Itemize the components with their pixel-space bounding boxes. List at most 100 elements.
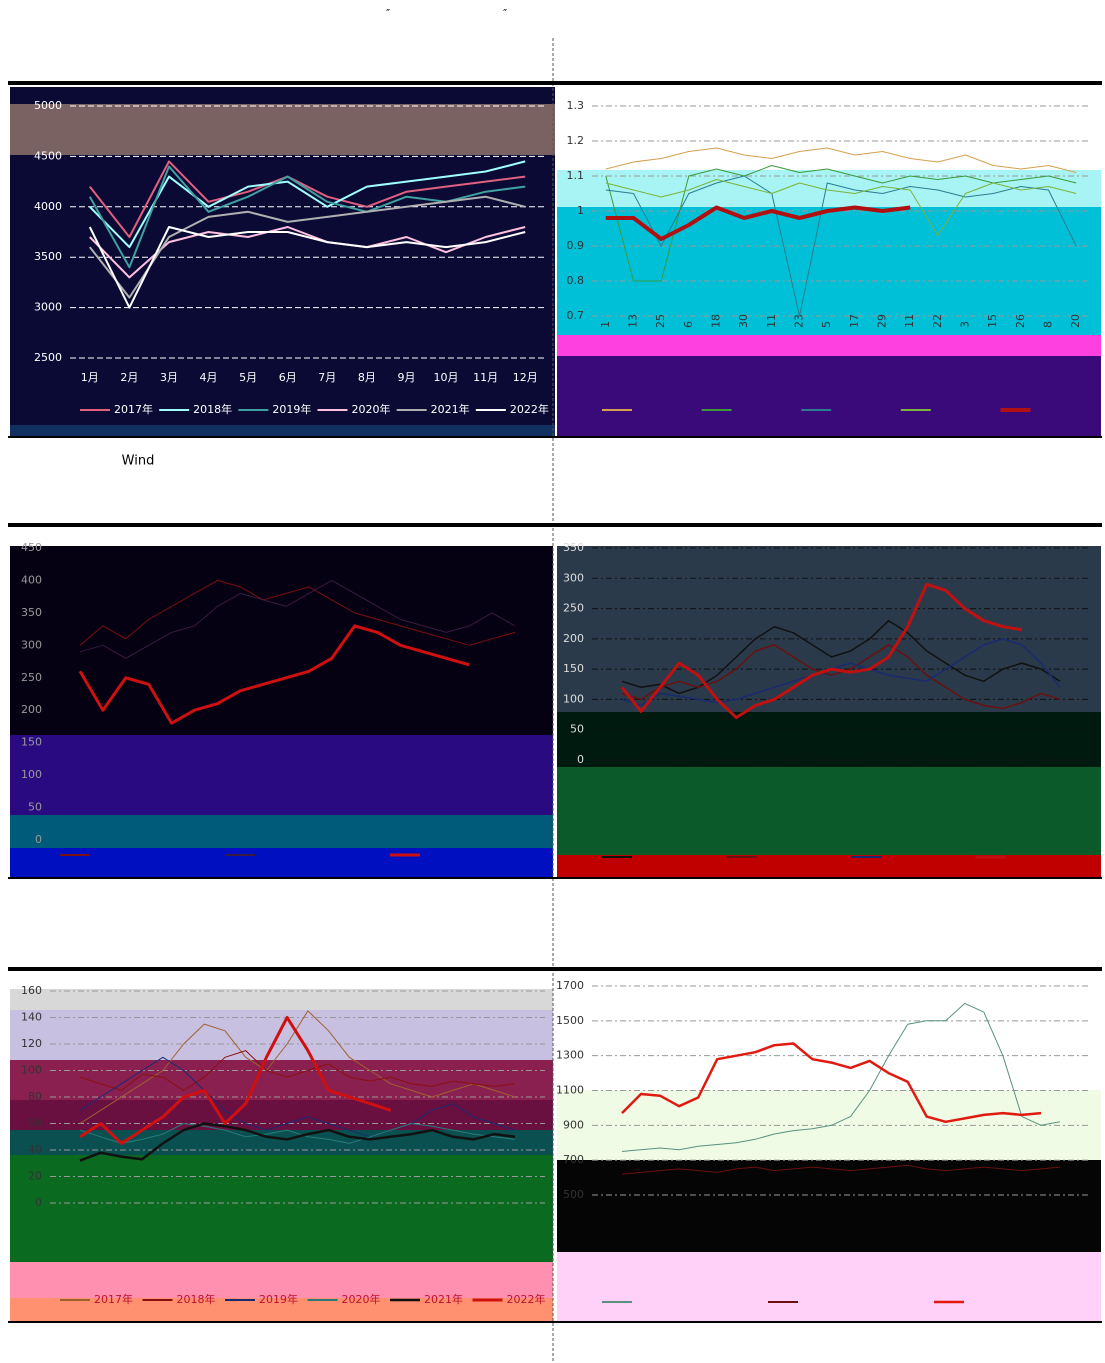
x-tick-label: 15 (986, 314, 999, 328)
x-tick-label: 22 (931, 314, 944, 328)
x-tick-label: 30 (737, 314, 750, 328)
panel-band (557, 1160, 1101, 1252)
panel-band (557, 87, 1101, 170)
x-tick-label: 2月 (120, 371, 138, 384)
panel-band (10, 1155, 553, 1262)
x-tick-label: 11 (765, 314, 778, 328)
y-tick-label: 4500 (34, 149, 62, 162)
y-tick-label: 0.7 (567, 309, 585, 322)
y-tick-label: 50 (28, 801, 42, 814)
panel-band (557, 1090, 1101, 1160)
y-tick-label: 400 (21, 573, 42, 586)
x-tick-label: 29 (876, 314, 889, 328)
data-line (605, 147, 1077, 173)
data-line (79, 1016, 392, 1145)
y-tick-label: 140 (21, 1011, 42, 1024)
y-tick-label: 1.2 (567, 134, 585, 147)
panel-band (557, 973, 1101, 1090)
rule (8, 1321, 1102, 1323)
y-tick-label: 150 (563, 662, 584, 675)
data-line (621, 638, 1061, 707)
panel-band (557, 767, 1101, 855)
y-tick-label: 700 (563, 1153, 584, 1166)
y-tick-label: 3500 (34, 250, 62, 263)
legend-label: 2021年 (424, 1292, 463, 1306)
data-line (79, 1122, 516, 1162)
y-tick-label: 250 (563, 602, 584, 615)
data-line (621, 619, 1061, 695)
legend-label: 2019年 (259, 1292, 298, 1306)
y-tick-label: 300 (563, 571, 584, 584)
quote-mark: ″ (503, 7, 507, 20)
panel-band (10, 530, 553, 546)
y-tick-label: 5000 (34, 99, 62, 112)
x-tick-label: 1月 (81, 371, 99, 384)
panel-band (10, 973, 553, 989)
legend-label: 2017年 (94, 1292, 133, 1306)
y-tick-label: 150 (21, 736, 42, 749)
x-tick-label: 3 (959, 321, 972, 328)
y-tick-label: 1100 (556, 1084, 584, 1097)
x-tick-label: 11月 (473, 371, 498, 384)
x-tick-label: 9月 (397, 371, 415, 384)
y-tick-label: 1.3 (567, 99, 585, 112)
x-tick-label: 17 (848, 314, 861, 328)
legend-label: 2021年 (431, 402, 470, 416)
legend-label: 2017年 (114, 402, 153, 416)
x-tick-label: 18 (710, 314, 723, 328)
x-tick-label: 7月 (318, 371, 336, 384)
data-line (605, 175, 1077, 317)
panel-band (10, 1060, 553, 1100)
legend-label: 2022年 (510, 402, 549, 416)
y-tick-label: 200 (563, 632, 584, 645)
x-tick-label: 4月 (200, 371, 218, 384)
y-tick-label: 120 (21, 1037, 42, 1050)
y-tick-label: 0.9 (567, 239, 585, 252)
legend-label: 2018年 (177, 1292, 216, 1306)
x-tick-label: 5 (820, 321, 833, 328)
x-tick-label: 3月 (160, 371, 178, 384)
y-tick-label: 1700 (556, 979, 584, 992)
y-tick-label: 0 (577, 753, 584, 766)
y-tick-label: 450 (21, 541, 42, 554)
panel-band (557, 335, 1101, 356)
y-tick-label: 100 (21, 1064, 42, 1077)
rule (8, 436, 1102, 438)
panel-band (10, 848, 553, 877)
panel-band (10, 546, 553, 735)
data-line (79, 1056, 516, 1138)
y-tick-label: 4000 (34, 200, 62, 213)
legend-label: 2019年 (272, 402, 311, 416)
y-tick-label: 350 (563, 541, 584, 554)
y-tick-label: 1.1 (567, 169, 585, 182)
y-tick-label: 500 (563, 1188, 584, 1201)
x-tick-label: 11 (903, 314, 916, 328)
panel-band (557, 1252, 1101, 1321)
rule (8, 967, 1102, 971)
panel-band (557, 855, 1101, 877)
x-tick-label: 5月 (239, 371, 257, 384)
x-tick-label: 8月 (358, 371, 376, 384)
y-tick-label: 900 (563, 1118, 584, 1131)
data-line (89, 160, 526, 249)
data-line (621, 1042, 1042, 1124)
data-line (605, 205, 911, 241)
data-line (79, 1050, 516, 1091)
y-tick-label: 1300 (556, 1049, 584, 1062)
y-tick-label: 160 (21, 984, 42, 997)
panel-band (10, 1130, 553, 1155)
x-tick-label: 20 (1069, 314, 1082, 328)
x-tick-label: 1 (599, 321, 612, 328)
data-line (605, 179, 1077, 236)
x-tick-label: 25 (654, 314, 667, 328)
x-tick-label: 8 (1042, 321, 1055, 328)
x-tick-label: 12月 (513, 371, 538, 384)
y-tick-label: 100 (21, 768, 42, 781)
panel-band (557, 712, 1101, 767)
data-line (605, 165, 1077, 282)
panel-band (10, 735, 553, 815)
panel-band (10, 989, 553, 1010)
rule (8, 81, 1102, 85)
